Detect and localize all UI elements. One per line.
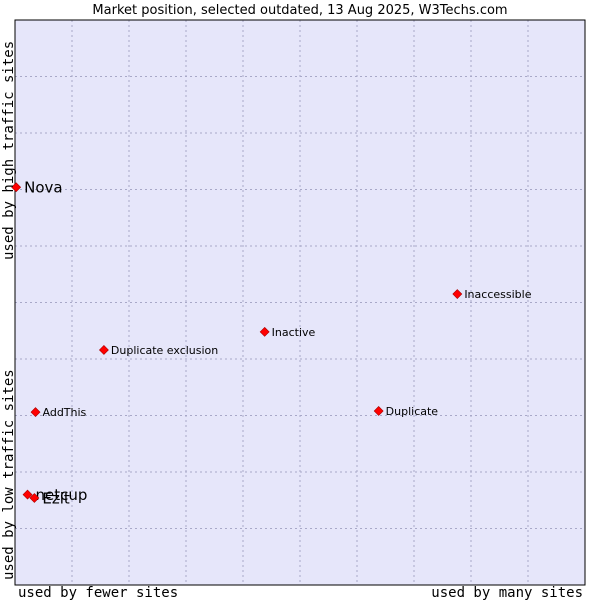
grid [15,20,585,585]
plot-border [14,19,586,586]
point-marker [11,182,22,193]
point-marker [373,406,384,416]
point-label: Inactive [272,326,316,339]
point-marker [29,493,40,503]
point-label: AddThis [43,406,87,419]
data-point: Ezit [29,489,70,507]
data-point: Inactive [259,326,316,339]
point-label: Duplicate [386,405,439,418]
point-label: Ezit [42,489,70,507]
data-points: Nova Inaccessible Inactive Duplicate exclus… [11,179,532,507]
point-marker [452,289,463,299]
point-marker [30,407,41,418]
data-point: Inaccessible [452,288,532,301]
point-marker [98,345,109,355]
y-axis-label-top: used by high traffic sites [1,41,17,260]
point-label: Inaccessible [464,288,531,301]
point-marker [259,326,270,337]
point-label: Duplicate exclusion [111,344,218,357]
x-axis-label-right: used by many sites [431,585,583,600]
data-point: Nova [11,179,63,197]
data-point: Duplicate exclusion [98,344,218,357]
x-axis-label-left: used by fewer sites [18,585,178,600]
data-point: Duplicate [373,405,439,418]
point-marker [22,489,33,500]
point-label: netcup [36,486,88,504]
data-point: netcup [22,486,88,504]
y-axis-label-bottom: used by low traffic sites [1,369,17,580]
data-point: AddThis [30,406,87,419]
point-label: Nova [24,179,62,197]
chart-title: Market position, selected outdated, 13 A… [92,3,507,18]
